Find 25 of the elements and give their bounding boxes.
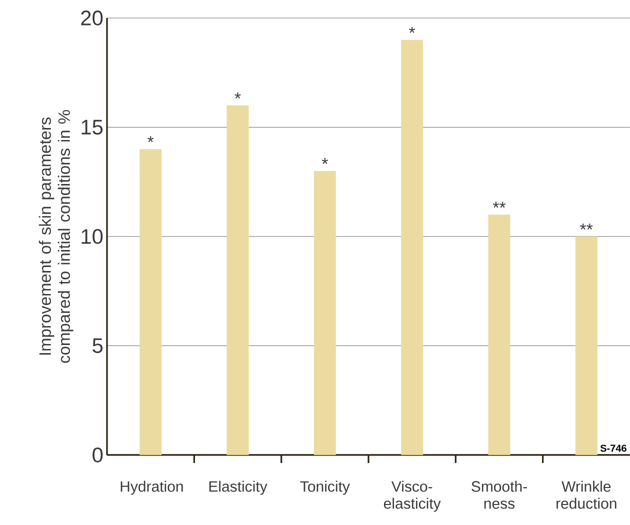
annotation: ** xyxy=(492,202,506,208)
y-tick-label: 15 xyxy=(82,120,103,135)
y-tick-label: 5 xyxy=(92,338,103,354)
x-tick-label: Elasticity xyxy=(209,480,268,495)
bar xyxy=(401,40,424,455)
annotation: * xyxy=(322,158,328,164)
bar xyxy=(140,149,162,455)
x-tick-label: Wrinkle reduction xyxy=(556,480,616,509)
y-tick-label: 0 xyxy=(92,448,103,462)
x-tick-label: Hydration xyxy=(120,480,183,495)
annotation: ** xyxy=(580,224,593,230)
annotation: S-746 xyxy=(600,444,626,452)
bar xyxy=(226,105,249,455)
bar xyxy=(575,236,598,455)
bar xyxy=(488,214,510,455)
x-tick-label: Tonicity xyxy=(300,480,350,495)
y-tick-label: 20 xyxy=(81,10,103,26)
annotation: * xyxy=(409,26,416,33)
y-tick-label: 10 xyxy=(82,229,103,244)
annotation: * xyxy=(234,92,241,98)
x-tick-label: Smooth- ness xyxy=(472,480,527,509)
annotation: * xyxy=(148,136,154,142)
bar xyxy=(314,170,336,455)
y-axis-title: Improvement of skin parameters compared to initial conditions in % xyxy=(38,110,74,363)
x-tick-label: Visco- elasticity xyxy=(384,480,441,512)
